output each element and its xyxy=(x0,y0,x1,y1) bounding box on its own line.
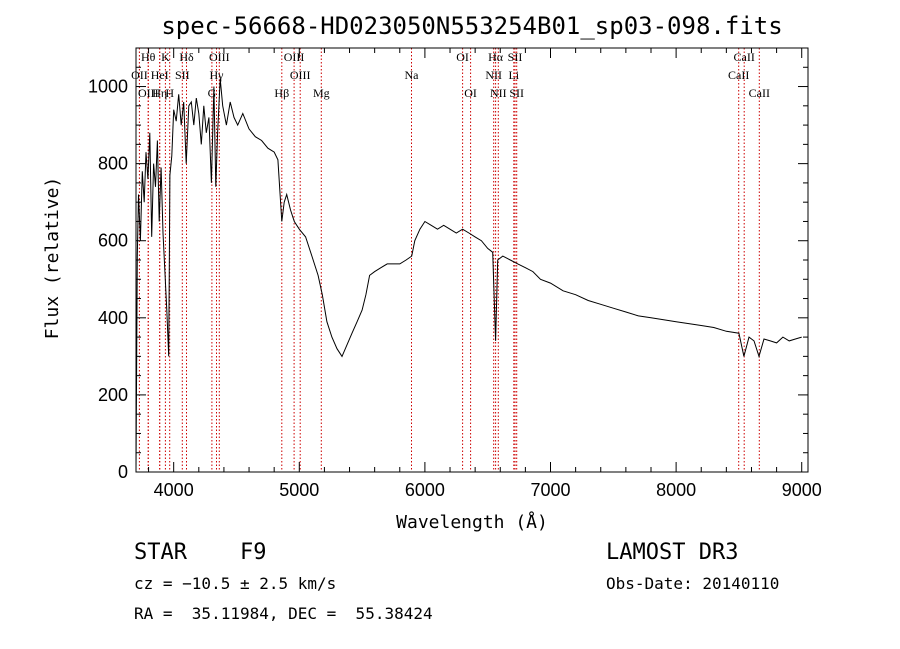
line-label: OI xyxy=(464,86,477,100)
line-label: Hα xyxy=(488,50,504,64)
line-label: CaII xyxy=(749,86,770,100)
tick-label: 6000 xyxy=(405,480,445,500)
line-label: OI xyxy=(456,50,469,64)
line-label: SII xyxy=(508,50,523,64)
line-label: G xyxy=(208,86,217,100)
y-axis-label: Flux (relative) xyxy=(42,177,63,340)
line-label: Hθ xyxy=(141,50,156,64)
line-label: CaII xyxy=(728,68,749,82)
survey-name: LAMOST DR3 xyxy=(606,540,739,565)
spectrum-trace xyxy=(135,78,802,473)
line-label: Hη xyxy=(152,86,167,100)
object-class: STAR xyxy=(134,540,187,565)
line-label: OIII xyxy=(209,50,230,64)
line-label: Hβ xyxy=(274,86,289,100)
tick-label: 0 xyxy=(118,462,128,482)
line-label: Mg xyxy=(313,86,330,100)
line-label: H xyxy=(165,86,174,100)
chart-title: spec-56668-HD023050N553254B01_sp03-098.f… xyxy=(161,12,782,40)
tick-label: 400 xyxy=(98,308,128,328)
line-label: SII xyxy=(175,68,190,82)
line-label: HeI xyxy=(151,68,169,82)
line-label: SII xyxy=(509,86,524,100)
line-label: Na xyxy=(405,68,420,82)
line-label: OIII xyxy=(290,68,311,82)
observation-date: Obs-Date: 20140110 xyxy=(606,574,780,593)
axis-ticks xyxy=(136,48,808,473)
line-label: NII xyxy=(485,68,502,82)
redshift-velocity: cz = −10.5 ± 2.5 km/s xyxy=(134,574,337,593)
line-label: OIII xyxy=(138,86,159,100)
line-label: K xyxy=(161,50,170,64)
tick-label: 800 xyxy=(98,154,128,174)
spectral-line-labels: OIIHθOIIIHeIHηKSIIHHδGOIIIHγHβOIIIOIIIMg… xyxy=(131,50,770,100)
coordinates: RA = 35.11984, DEC = 55.38424 xyxy=(134,604,433,623)
line-label: CaII xyxy=(734,50,755,64)
tick-label: 8000 xyxy=(656,480,696,500)
tick-label: 5000 xyxy=(279,480,319,500)
line-label: Hγ xyxy=(210,68,225,82)
axis-tick-labels: 4000 5000 6000 7000 8000 9000 0 200 400 600 800 100… xyxy=(88,77,822,500)
tick-label: 600 xyxy=(98,231,128,251)
x-axis-label: Wavelength (Å) xyxy=(396,511,548,533)
line-label: Li xyxy=(508,68,519,82)
tick-label: 200 xyxy=(98,385,128,405)
line-label: OII xyxy=(131,68,148,82)
plot-frame xyxy=(135,47,809,473)
object-subclass: F9 xyxy=(240,540,267,565)
tick-label: 4000 xyxy=(154,480,194,500)
line-label: OIII xyxy=(284,50,305,64)
tick-label: 7000 xyxy=(530,480,570,500)
tick-label: 9000 xyxy=(782,480,822,500)
line-label: NII xyxy=(490,86,507,100)
line-label: Hδ xyxy=(179,50,194,64)
tick-label: 1000 xyxy=(88,77,128,97)
